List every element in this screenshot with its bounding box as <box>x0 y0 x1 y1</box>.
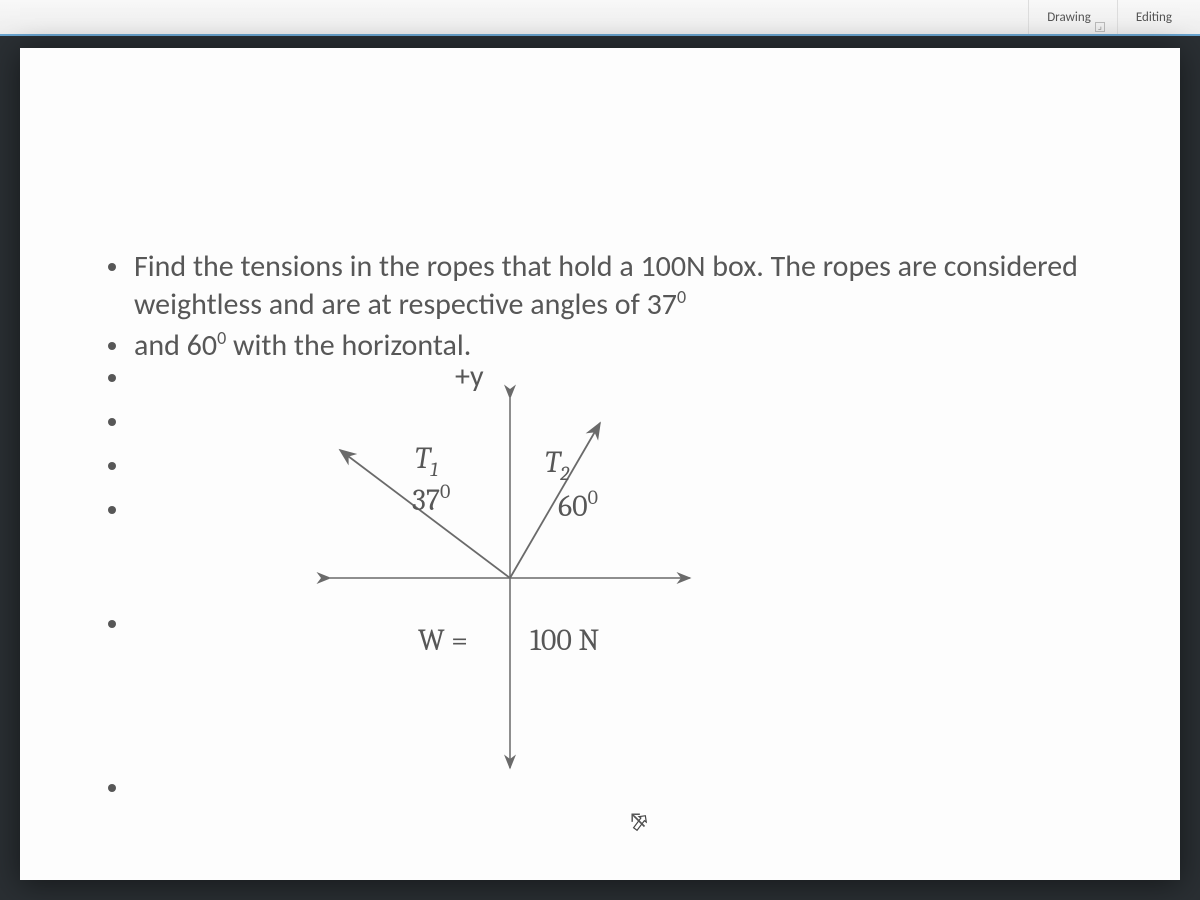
bullet-line-2: and 600 with the horizontal. <box>108 327 1120 365</box>
bullet-icon <box>108 784 116 792</box>
bullet-icon <box>108 342 116 350</box>
bullet-icon <box>108 462 116 470</box>
diagram-svg: T1 370 T2 600 W = 100 N <box>300 368 720 788</box>
ribbon-drawing-label: Drawing <box>1047 10 1091 25</box>
line2-tail: with the horizontal. <box>226 327 471 364</box>
bullet-icon <box>108 506 116 514</box>
t2-label: T2 <box>545 445 570 485</box>
line1-text: Find the tensions in the ropes that hold… <box>134 248 1078 323</box>
line2-text: and 60 <box>134 327 217 364</box>
ribbon-editing-label: Editing <box>1136 10 1172 25</box>
slide-canvas: Find the tensions in the ropes that hold… <box>20 48 1180 880</box>
bullet-icon <box>108 418 116 426</box>
weight-label-value: 100 N <box>530 623 599 658</box>
angle1-label: 370 <box>412 480 450 518</box>
line1-sup: 0 <box>677 286 686 308</box>
dialog-launcher-icon[interactable]: ⌟ <box>1095 22 1105 32</box>
bullet-icon <box>108 263 116 271</box>
ribbon-group-drawing[interactable]: Drawing ⌟ <box>1028 0 1109 34</box>
bullet-line-1: Find the tensions in the ropes that hold… <box>108 248 1120 323</box>
problem-text: Find the tensions in the ropes that hold… <box>108 248 1120 369</box>
bullet-text-2: and 600 with the horizontal. <box>134 327 1120 365</box>
cursor-arrow-icon: ↖ <box>628 806 647 833</box>
line2-sup: 0 <box>217 327 226 349</box>
bullet-text-1: Find the tensions in the ropes that hold… <box>134 248 1120 323</box>
bullet-icon <box>108 620 116 628</box>
empty-bullets <box>108 374 116 792</box>
weight-label-prefix: W = <box>418 623 468 658</box>
angle2-label: 600 <box>558 486 598 524</box>
free-body-diagram: T1 370 T2 600 W = 100 N <box>300 368 720 788</box>
bullet-icon <box>108 374 116 382</box>
ribbon-bar: Drawing ⌟ Editing <box>0 0 1200 36</box>
ribbon-group-editing[interactable]: Editing <box>1117 0 1190 34</box>
t1-label: T1 <box>415 441 438 481</box>
